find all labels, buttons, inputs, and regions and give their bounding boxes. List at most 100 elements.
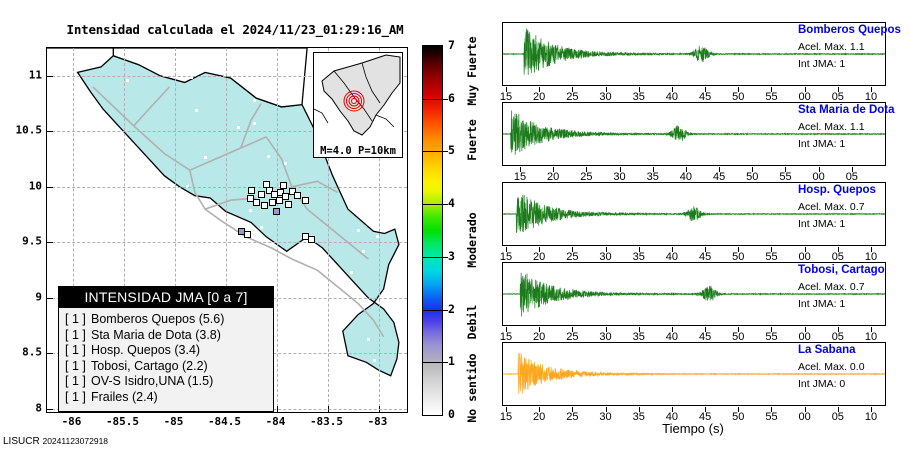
time-tick-label: 55 <box>779 171 792 183</box>
time-tick-label: 20 <box>533 251 546 263</box>
time-tick-label: 50 <box>732 411 745 423</box>
time-tick <box>553 167 555 172</box>
time-tick <box>506 327 507 332</box>
map-station-marker <box>277 188 285 196</box>
legend-row-bracket: [ 1 ] <box>65 374 86 389</box>
time-tick-label: 40 <box>665 91 679 103</box>
time-tick-label: 00 <box>798 91 811 103</box>
station-name: Tobosi, Cartago <box>798 264 885 276</box>
legend-row-bracket: [ 1 ] <box>65 343 86 358</box>
seismogram-time-axis: 15 20 25 30 35 40 45 50 55 00 05 10 <box>500 327 884 343</box>
time-tick <box>539 87 541 92</box>
time-tick-label: 00 <box>798 251 811 263</box>
time-tick-label: 25 <box>580 171 593 183</box>
map-town-dot <box>308 344 311 347</box>
map-station-marker <box>276 196 284 204</box>
time-tick-label: 45 <box>698 331 712 343</box>
station-name: La Sabana <box>798 344 856 356</box>
map-gridline-vertical <box>123 48 125 412</box>
map-town-dot <box>362 250 365 253</box>
legend-row-bracket: [ 1 ] <box>65 389 86 404</box>
colorbar-tick-label: 5 <box>448 143 455 158</box>
time-tick-label: 15 <box>499 411 513 423</box>
time-tick <box>586 167 588 172</box>
time-tick-label: 50 <box>746 171 759 183</box>
time-tick <box>871 247 872 252</box>
map-ytick-label: 8.5 <box>22 345 42 359</box>
map-gridline-vertical <box>327 48 329 412</box>
seismogram-time-axis: 15 20 25 30 35 40 45 50 55 00 05 10 <box>499 407 884 423</box>
map-station-marker <box>257 191 265 199</box>
map-town-dot <box>350 271 353 274</box>
time-tick-label: 15 <box>499 91 513 103</box>
map-station-marker <box>252 198 260 206</box>
epicenter-icon <box>343 90 365 112</box>
station-accel-max: Acel. Max. 1.1 <box>798 121 865 133</box>
time-tick-label: 20 <box>533 411 546 423</box>
station-int-jma: Int JMA: 1 <box>798 298 846 310</box>
time-tick <box>871 87 872 92</box>
time-tick-label: 25 <box>566 331 579 343</box>
map-gridline-vertical <box>378 48 380 412</box>
seismogram-panel <box>502 342 886 406</box>
legend-row-station: Hosp. Quepos (3.4) <box>91 343 201 358</box>
colorbar-tick-label: 3 <box>448 248 455 263</box>
time-tick-label: 05 <box>845 171 858 183</box>
time-tick <box>705 327 707 332</box>
time-tick <box>619 167 621 172</box>
map-gridline-horizontal <box>47 131 407 133</box>
map-town-dot <box>84 106 87 109</box>
time-tick <box>851 167 853 172</box>
station-name: Sta Maria de Dota <box>798 104 895 116</box>
time-tick-label: 35 <box>632 411 645 423</box>
time-tick-label: 20 <box>533 331 546 343</box>
legend-row-station: Tobosi, Cartago (2.2) <box>91 358 208 373</box>
map-town-dot <box>112 245 115 248</box>
time-tick-label: 45 <box>698 251 712 263</box>
legend-row: [ 1 ] OV-S Isidro,UNA (1.5) <box>65 374 273 390</box>
map-tick-y <box>47 131 53 133</box>
time-tick-label: 00 <box>798 411 811 423</box>
seismogram-panel <box>502 102 886 166</box>
intensity-colorbar <box>422 45 448 416</box>
time-tick-label: 05 <box>831 91 844 103</box>
time-tick <box>837 87 839 92</box>
time-tick-label: 30 <box>599 251 612 263</box>
time-tick <box>705 247 707 252</box>
colorbar-tick <box>422 362 448 364</box>
map-town-dot <box>357 229 360 232</box>
time-tick <box>671 247 673 252</box>
time-tick <box>685 167 687 172</box>
time-tick-label: 55 <box>765 251 778 263</box>
map-station-marker <box>280 182 288 190</box>
legend-row-station: Frailes (2.4) <box>91 389 158 404</box>
legend-row-bracket: [ 1 ] <box>65 358 86 373</box>
map-xtick-label: -83 <box>367 415 388 428</box>
station-name: Hosp. Quepos <box>798 184 876 196</box>
map-town-dot <box>274 315 277 318</box>
map-town-dot <box>325 348 328 351</box>
map-town-dot <box>171 247 174 250</box>
station-info-block: Hosp. Quepos Acel. Max. 0.7 Int JMA: 1 <box>798 184 910 230</box>
time-tick <box>652 167 654 172</box>
map-town-dot <box>86 174 89 177</box>
map-gridline-vertical <box>72 48 74 412</box>
time-tick-label: 50 <box>732 331 745 343</box>
map-tick-y <box>47 297 53 299</box>
map-ytick-label: 10.5 <box>15 123 43 137</box>
time-tick-label: 00 <box>798 331 811 343</box>
map-station-marker <box>273 207 280 215</box>
time-tick-label: 00 <box>812 171 825 183</box>
colorbar-tick <box>422 98 448 100</box>
map-xtick-label: -85 <box>163 415 184 428</box>
map-town-dot <box>102 144 105 147</box>
map-town-dot <box>186 185 189 188</box>
time-tick <box>771 87 773 92</box>
colorbar-tick <box>422 151 448 153</box>
time-tick <box>804 87 806 92</box>
legend-row: [ 1 ] Hosp. Quepos (3.4) <box>65 343 273 359</box>
time-tick-label: 45 <box>698 91 712 103</box>
map-town-dot <box>120 169 123 172</box>
time-tick-label: 30 <box>599 331 612 343</box>
time-tick <box>572 327 574 332</box>
